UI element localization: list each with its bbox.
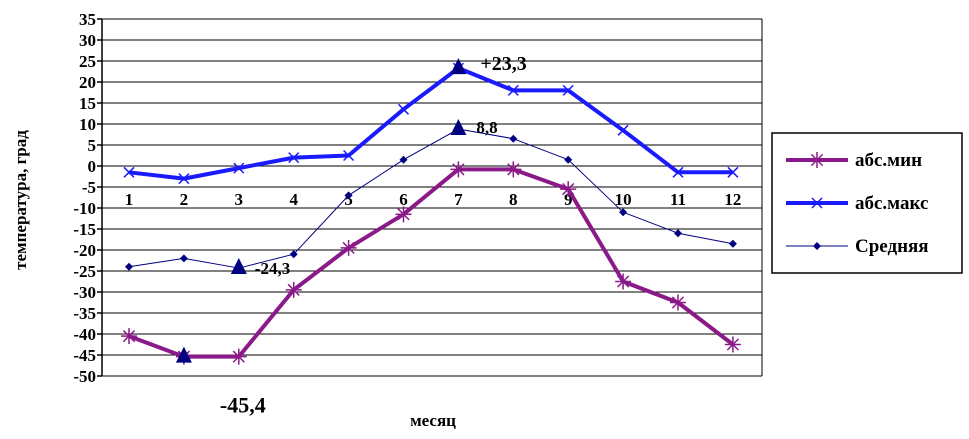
y-tick-label: -25 xyxy=(73,262,96,281)
x-tick-label: 2 xyxy=(180,190,189,209)
data-point xyxy=(125,262,133,271)
x-tick-labels: 1 2 3 4 5 6 7 8 9 10 11 12 xyxy=(125,190,742,209)
annotation-label: -45,4 xyxy=(220,393,266,418)
legend-item: абс.макс xyxy=(786,193,928,214)
data-point xyxy=(724,336,741,353)
data-point xyxy=(728,239,737,248)
data-point xyxy=(399,155,408,164)
data-point xyxy=(560,181,577,198)
data-point xyxy=(507,84,519,96)
y-tick-label: 30 xyxy=(79,31,96,50)
data-point xyxy=(450,161,467,178)
x-tick-label: 10 xyxy=(615,190,632,209)
data-point xyxy=(564,155,573,164)
data-point xyxy=(674,229,682,238)
data-point xyxy=(343,149,355,162)
series-lines xyxy=(121,62,741,365)
data-point xyxy=(344,191,353,200)
data-point xyxy=(340,239,357,256)
annotations: +23,3 8,8 -24,3 -45,4 xyxy=(175,53,527,418)
y-tick-label: 5 xyxy=(88,136,97,155)
y-tick-label: 20 xyxy=(79,73,96,92)
legend-label: абс.мин xyxy=(855,150,922,171)
annotation-triangle xyxy=(450,58,467,75)
legend-label: Средняя xyxy=(855,236,929,257)
data-point xyxy=(670,294,686,311)
y-tick-label: -50 xyxy=(73,367,96,386)
data-point xyxy=(233,162,245,174)
legend: абс.мин абс.макс Средняя xyxy=(771,132,963,274)
legend-item: Средняя xyxy=(786,236,929,257)
y-tick-label: -30 xyxy=(73,283,96,302)
legend-item: абс.мин xyxy=(786,150,922,171)
gridlines xyxy=(102,18,762,377)
data-point xyxy=(397,103,410,115)
x-tick-label: 4 xyxy=(289,190,298,209)
x-tick-label: 5 xyxy=(344,190,353,209)
y-tick-label: -20 xyxy=(73,241,96,260)
x-tick-label: 7 xyxy=(454,190,463,209)
plot-frame xyxy=(97,18,763,377)
y-tick-label: -45 xyxy=(73,346,96,365)
data-point xyxy=(619,208,628,217)
y-tick-label: 0 xyxy=(88,157,97,176)
x-tick-label: 9 xyxy=(564,190,573,209)
series-line xyxy=(128,167,735,359)
legend-label: абс.макс xyxy=(855,193,928,214)
x-tick-label: 12 xyxy=(724,190,741,209)
x-tick-label: 11 xyxy=(670,190,686,209)
x-tick-label: 1 xyxy=(125,190,134,209)
y-tick-label: 15 xyxy=(79,94,96,113)
data-point xyxy=(727,166,739,178)
y-tick-label: 35 xyxy=(79,10,96,29)
y-tick-label: -40 xyxy=(73,325,96,344)
y-axis-title: температура, град xyxy=(11,130,30,270)
data-point xyxy=(813,242,821,250)
annotation-triangle xyxy=(450,119,467,136)
x-axis-title: месяц xyxy=(410,411,456,430)
annotation-triangle xyxy=(175,346,192,363)
data-point xyxy=(809,152,825,168)
data-point xyxy=(285,281,302,298)
x-tick-label: 3 xyxy=(235,190,244,209)
x-tick-label: 8 xyxy=(509,190,518,209)
y-tick-labels: 35 30 25 20 15 10 5 0 -5 -10 -15 -20 -25 -30 -35 -40 -45… xyxy=(73,10,96,386)
annotation-label: 8,8 xyxy=(476,118,497,137)
data-point xyxy=(562,84,574,96)
x-tick-label: 6 xyxy=(399,190,408,209)
data-point xyxy=(289,250,298,259)
data-point xyxy=(615,273,632,290)
data-point xyxy=(672,166,684,178)
data-point xyxy=(121,328,137,345)
y-tick-label: -15 xyxy=(73,220,96,239)
y-tick-label: -5 xyxy=(82,178,96,197)
annotation-triangle xyxy=(230,258,247,275)
data-point xyxy=(179,254,188,263)
annotation-label: +23,3 xyxy=(480,53,526,75)
annotation-label: -24,3 xyxy=(255,259,290,278)
data-point xyxy=(811,197,823,209)
y-tick-label: 10 xyxy=(79,115,96,134)
data-point xyxy=(288,152,300,164)
y-tick-label: 25 xyxy=(79,52,96,71)
data-point xyxy=(395,206,412,223)
data-point xyxy=(178,173,190,185)
data-point xyxy=(123,166,135,178)
series-line xyxy=(128,128,733,269)
y-tick-label: -10 xyxy=(73,199,96,218)
data-point xyxy=(505,161,522,178)
series-line xyxy=(128,66,733,181)
data-point xyxy=(617,124,629,136)
data-point xyxy=(509,134,518,143)
y-tick-label: -35 xyxy=(73,304,96,323)
data-point xyxy=(230,348,247,365)
